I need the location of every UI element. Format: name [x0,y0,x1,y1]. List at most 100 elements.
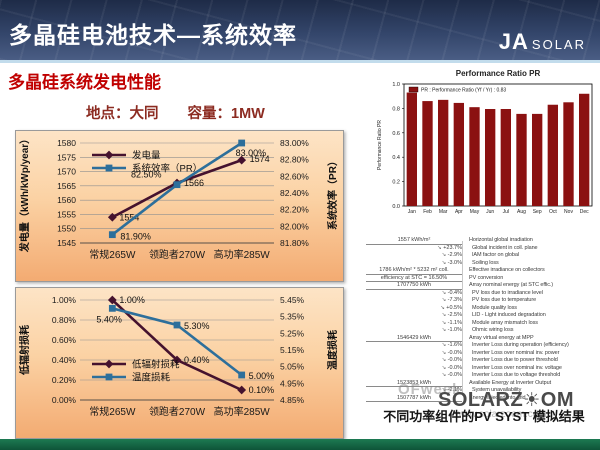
loss-value: -0.0% [366,357,465,365]
loss-label: Array nominal energy (at STC effic.) [469,282,554,288]
svg-text:常规265W: 常规265W [89,248,136,261]
svg-text:81.90%: 81.90% [120,232,151,242]
loss-label: Soiling loss [472,259,499,266]
svg-text:5.05%: 5.05% [280,362,305,372]
loss-diagram-row: 1786 kWh/m² * 5232 m² coll. Effective irr… [366,267,600,275]
solarzoom-watermark-left: SOLARZ [438,389,524,411]
svg-text:May: May [470,209,480,215]
page-title: 多晶硅电池技术—系统效率 [9,22,297,48]
logo-ja-text: JA [498,29,529,54]
svg-text:82.20%: 82.20% [280,205,309,215]
svg-text:1.0: 1.0 [392,82,400,88]
svg-text:发电量: 发电量 [132,150,161,162]
svg-text:1554: 1554 [119,212,139,222]
svg-text:0.4: 0.4 [392,155,400,161]
caption: 不同功率组件的PV SYST 模拟结果 [383,409,585,424]
svg-text:低辐射损耗: 低辐射损耗 [18,325,31,376]
loss-diagram-row: -2.1% System unavailability [366,387,600,395]
svg-text:0.00%: 0.00% [52,395,77,405]
svg-text:0.40%: 0.40% [184,355,210,365]
loss-label: Ohmic wiring loss [472,327,514,333]
loss-label: Module array mismatch loss [472,319,538,326]
loss-value: -1.6% [366,342,465,350]
loss-diagram-row: 1557 kWh/m² Horizontal global irradiation [366,237,600,245]
svg-text:1.00%: 1.00% [119,295,145,305]
loss-label: Inverter Loss over nominal inv. voltage [472,364,562,371]
svg-text:温度损耗: 温度损耗 [326,330,339,370]
loss-value: -2.5% [366,312,465,320]
loss-label: Horizontal global irradiation [469,237,533,243]
loss-label: Inverter Loss due to power threshold [472,357,558,363]
gen-chart-svg: 1545 1550 1555 1560 1565 1570 1575 1580 81.80% 82… [18,134,339,261]
loss-diagram-row: +23.7% Global incident in coll. plane [366,245,600,253]
svg-text:5.25%: 5.25% [280,328,305,338]
svg-text:82.60%: 82.60% [280,171,309,181]
loss-diagram-row: -2.9% IAM factor on global [366,252,600,260]
loss-value: -0.4% [366,290,465,298]
loss-label: IAM factor on global [472,252,519,258]
loss-label: PV loss due to irradiance level [472,289,543,296]
loss-value: 1507787 kWh [366,395,462,402]
loss-diagram-row: -1.1% Module array mismatch loss [366,320,600,328]
loss-label: Module quality loss [472,304,517,311]
logo-solar-text: SOLAR [531,37,586,52]
svg-text:0.0: 0.0 [392,204,400,210]
loss-diagram-row: -0.0% Inverter Loss due to voltage thresh… [366,372,600,380]
svg-text:Feb: Feb [423,209,432,215]
pvsyst-loss-diagram: 1557 kWh/m² Horizontal global irradiation… [366,237,600,402]
loss-label: Inverter Loss during operation (efficien… [472,342,569,348]
slide-header: 多晶硅电池技术—系统效率 JA SOLAR [0,0,600,60]
loss-value: 1786 kWh/m² * 5232 m² coll. [366,267,462,275]
loss-value: efficiency at STC = 16.50% [366,275,462,282]
svg-text:系统效率（PR）: 系统效率（PR） [326,156,339,230]
svg-text:0.2: 0.2 [392,180,400,186]
svg-text:1555: 1555 [57,209,76,219]
loss-diagram-row: -0.0% Inverter Loss due to power threshol… [366,357,600,365]
solarzoom-url-watermark: www.solarzoom.com [455,409,547,420]
loss-value: -1.1% [366,320,465,328]
svg-text:常规265W: 常规265W [89,405,136,418]
loss-label: Inverter Loss over nominal inv. power [472,349,560,356]
svg-text:Sep: Sep [533,209,542,215]
loss-chart-svg: 0.00% 0.20% 0.40% 0.60% 0.80% 1.00% 4.85% 4.95%… [18,295,339,418]
loss-label: PV loss due to temperature [472,297,537,303]
loss-diagram-row: 1507787 kWh Energy injected into grid [366,394,600,402]
svg-text:5.35%: 5.35% [280,312,305,322]
loss-value: 1707750 kWh [366,282,462,290]
svg-text:0.6: 0.6 [392,131,400,137]
site-capacity-line: 地点：大同 容量：1MW [86,106,265,122]
generation-pr-line-chart: 1545 1550 1555 1560 1565 1570 1575 1580 81.80% 82… [15,130,344,282]
svg-text:低辐射损耗: 低辐射损耗 [132,359,180,371]
loss-label: Energy injected into grid [469,394,526,401]
ofweek-watermark: OFweek [398,381,462,398]
loss-label: Global incident in coll. plane [472,244,538,251]
svg-text:1550: 1550 [57,224,76,234]
loss-label: Available Energy at Inverter Output [469,379,552,386]
loss-label: Inverter Loss due to voltage threshold [472,372,561,378]
performance-ratio-bar-chart: Performance Ratio PR 0.0 0.2 0.4 0.6 0.8 1.0 Ja… [374,66,600,234]
svg-text:0.40%: 0.40% [52,355,77,365]
svg-text:高功率285W: 高功率285W [214,248,271,261]
svg-text:PR : Performance Ratio (Yf / Y: PR : Performance Ratio (Yf / Yr) : 0.83 [421,88,506,94]
header-divider [0,60,600,63]
svg-text:83.00%: 83.00% [236,148,267,158]
svg-text:1566: 1566 [184,178,204,188]
svg-text:0.20%: 0.20% [52,375,77,385]
svg-text:0.80%: 0.80% [52,315,77,325]
svg-text:Dec: Dec [580,209,589,215]
loss-comparison-line-chart: 0.00% 0.20% 0.40% 0.60% 0.80% 1.00% 4.85% 4.95%… [15,287,344,439]
loss-diagram-row: -1.0% Ohmic wiring loss [366,327,600,335]
loss-diagram-row: -3.0% Soiling loss [366,260,600,268]
loss-label: Effective irradiance on collectors [469,267,545,273]
sun-icon: ☀ [523,390,541,411]
loss-value: -0.0% [366,372,465,380]
ja-solar-logo: JA SOLAR [499,29,586,55]
svg-text:1560: 1560 [57,195,76,205]
svg-text:0.10%: 0.10% [249,385,275,395]
svg-text:1.00%: 1.00% [52,295,77,305]
loss-diagram-row: -0.0% Inverter Loss over nominal inv. pow… [366,350,600,358]
svg-text:高功率285W: 高功率285W [214,405,271,418]
svg-text:81.80%: 81.80% [280,238,309,248]
loss-label: PV conversion [469,274,504,281]
